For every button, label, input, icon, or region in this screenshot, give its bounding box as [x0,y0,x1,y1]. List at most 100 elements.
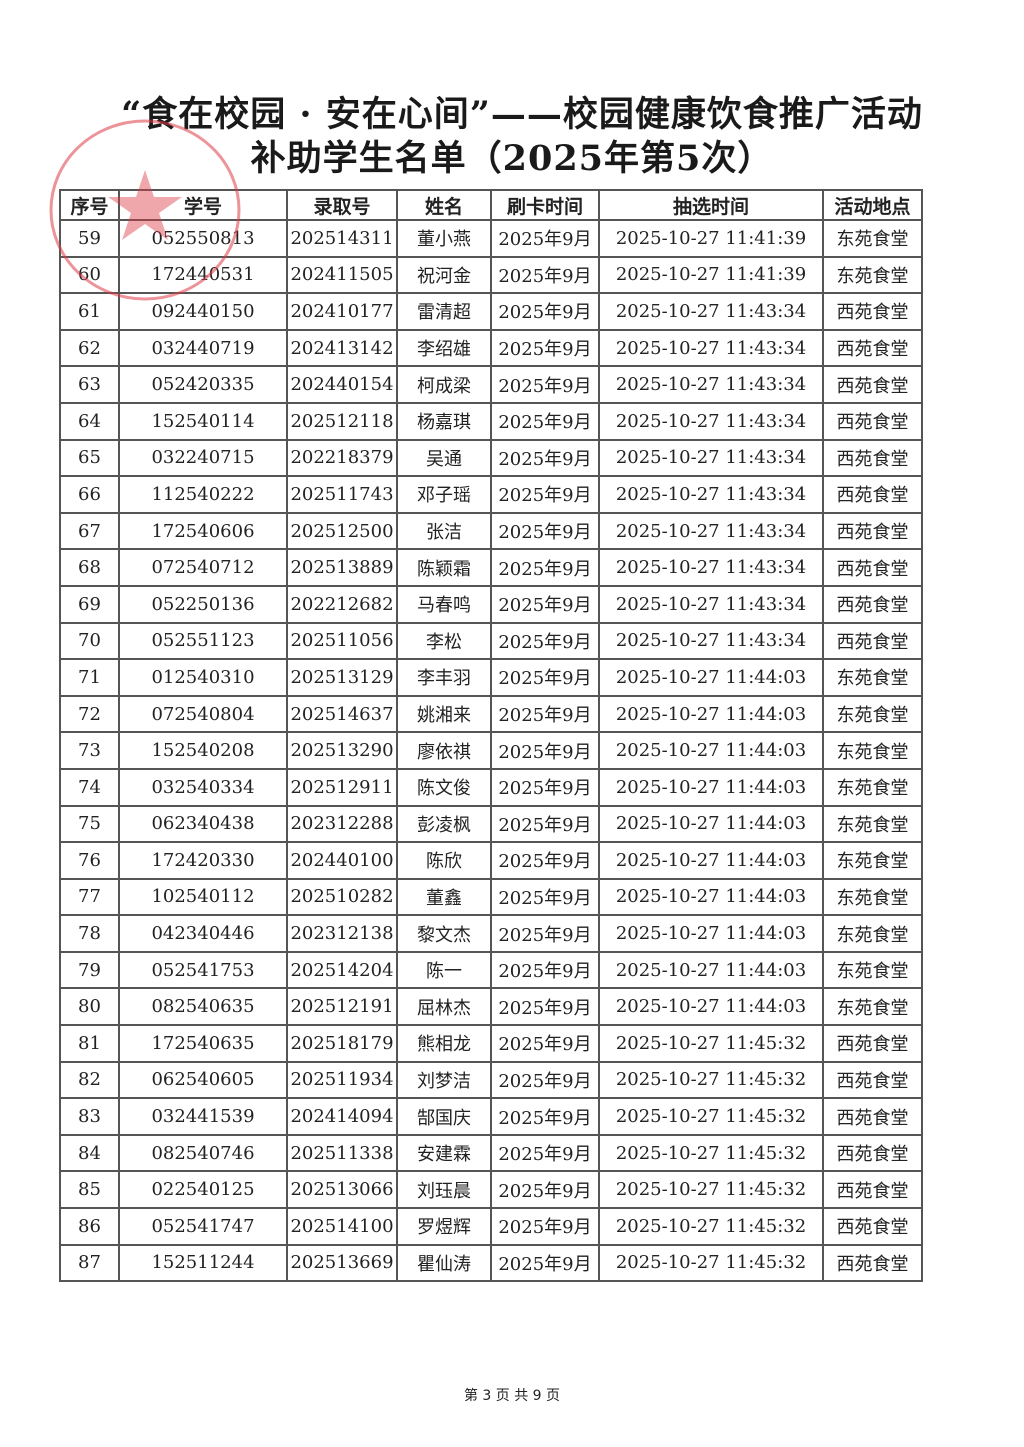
cell-location: 东苑食堂 [822,658,923,697]
cell-student-id: 062340438 [118,804,288,844]
cell-draw-time: 2025-10-27 11:43:34 [598,438,824,478]
cell-seq: 69 [59,584,120,624]
cell-admission-no: 202511934 [286,1060,398,1100]
table-row: 67 172540606 202512500 张洁 2025年9月 2025-10-27 … [59,511,923,551]
cell-name: 祝河金 [396,255,492,295]
table-row: 81 172540635 202518179 熊相龙 2025年9月 2025-10-27… [59,1024,923,1063]
header-seq: 序号 [59,189,120,221]
cell-swipe-time: 2025年9月 [490,658,600,697]
cell-swipe-time: 2025年9月 [490,511,600,551]
cell-swipe-time: 2025年9月 [490,1170,600,1210]
cell-seq: 80 [59,987,120,1027]
table-row: 63 052420335 202440154 柯成梁 2025年9月 2025-10-27… [59,365,923,404]
cell-admission-no: 202512118 [286,401,398,441]
cell-draw-time: 2025-10-27 11:45:32 [598,1060,824,1100]
table-row: 72 072540804 202514637 姚湘来 2025年9月 2025-10-27… [59,694,923,734]
cell-name: 雷清超 [396,292,492,331]
cell-seq: 65 [59,438,120,478]
cell-swipe-time: 2025年9月 [490,584,600,624]
cell-seq: 67 [59,511,120,551]
cell-seq: 73 [59,731,120,770]
cell-admission-no: 202511743 [286,475,398,514]
table-row: 78 042340446 202312138 黎文杰 2025年9月 2025-10-27… [59,914,923,953]
cell-draw-time: 2025-10-27 11:44:03 [598,914,824,953]
table-row: 59 052550813 202514311 董小燕 2025年9月 2025-10-27… [59,219,923,258]
cell-seq: 82 [59,1060,120,1100]
cell-name: 杨嘉琪 [396,401,492,441]
cell-student-id: 052420335 [118,365,288,404]
cell-location: 西苑食堂 [822,401,923,441]
cell-swipe-time: 2025年9月 [490,731,600,770]
cell-seq: 68 [59,548,120,587]
cell-seq: 83 [59,1097,120,1136]
cell-seq: 71 [59,658,120,697]
cell-name: 马春鸣 [396,584,492,624]
cell-location: 东苑食堂 [822,987,923,1027]
cell-admission-no: 202414094 [286,1097,398,1136]
cell-swipe-time: 2025年9月 [490,987,600,1027]
cell-draw-time: 2025-10-27 11:43:34 [598,401,824,441]
cell-name: 李松 [396,621,492,661]
cell-admission-no: 202440100 [286,841,398,880]
cell-student-id: 092440150 [118,292,288,331]
cell-draw-time: 2025-10-27 11:45:32 [598,1133,824,1173]
cell-location: 西苑食堂 [822,292,923,331]
cell-swipe-time: 2025年9月 [490,694,600,734]
cell-admission-no: 202514204 [286,950,398,990]
cell-swipe-time: 2025年9月 [490,950,600,990]
cell-student-id: 022540125 [118,1170,288,1210]
cell-draw-time: 2025-10-27 11:43:34 [598,475,824,514]
cell-admission-no: 202512500 [286,511,398,551]
cell-seq: 76 [59,841,120,880]
table-row: 86 052541747 202514100 罗煜辉 2025年9月 2025-10-27… [59,1207,923,1246]
cell-draw-time: 2025-10-27 11:44:03 [598,767,824,807]
cell-draw-time: 2025-10-27 11:44:03 [598,987,824,1027]
table-row: 77 102540112 202510282 董鑫 2025年9月 2025-10-27 … [59,877,923,917]
cell-student-id: 052550813 [118,219,288,258]
cell-draw-time: 2025-10-27 11:44:03 [598,950,824,990]
cell-admission-no: 202513290 [286,731,398,770]
cell-student-id: 152540114 [118,401,288,441]
cell-location: 西苑食堂 [822,548,923,587]
cell-name: 董小燕 [396,219,492,258]
cell-name: 李丰羽 [396,658,492,697]
cell-seq: 74 [59,767,120,807]
table-row: 61 092440150 202410177 雷清超 2025年9月 2025-10-27… [59,292,923,331]
table-row: 87 152511244 202513669 瞿仙涛 2025年9月 2025-10-27… [59,1243,923,1283]
cell-location: 东苑食堂 [822,767,923,807]
cell-draw-time: 2025-10-27 11:43:34 [598,511,824,551]
cell-name: 彭凌枫 [396,804,492,844]
cell-location: 东苑食堂 [822,914,923,953]
header-student-id: 学号 [118,189,288,221]
cell-location: 西苑食堂 [822,1060,923,1100]
table-row: 74 032540334 202512911 陈文俊 2025年9月 2025-10-27… [59,767,923,807]
cell-admission-no: 202312288 [286,804,398,844]
cell-swipe-time: 2025年9月 [490,219,600,258]
cell-name: 陈欣 [396,841,492,880]
cell-student-id: 052541753 [118,950,288,990]
cell-student-id: 032540334 [118,767,288,807]
cell-location: 东苑食堂 [822,255,923,295]
cell-seq: 70 [59,621,120,661]
cell-admission-no: 202511338 [286,1133,398,1173]
cell-swipe-time: 2025年9月 [490,292,600,331]
cell-admission-no: 202512191 [286,987,398,1027]
cell-draw-time: 2025-10-27 11:44:03 [598,731,824,770]
cell-admission-no: 202514311 [286,219,398,258]
cell-swipe-time: 2025年9月 [490,401,600,441]
table-row: 75 062340438 202312288 彭凌枫 2025年9月 2025-10-27… [59,804,923,844]
document-title-line2: 补助学生名单（2025年第5次） [250,138,774,179]
cell-student-id: 072540804 [118,694,288,734]
page-footer: 第 3 页 共 9 页 [463,1388,561,1404]
table-row: 79 052541753 202514204 陈一 2025年9月 2025-10-27 … [59,950,923,990]
table-row: 84 082540746 202511338 安建霖 2025年9月 2025-10-27… [59,1133,923,1173]
table-row: 71 012540310 202513129 李丰羽 2025年9月 2025-10-27… [59,658,923,697]
cell-swipe-time: 2025年9月 [490,804,600,844]
cell-name: 熊相龙 [396,1024,492,1063]
table-row: 62 032440719 202413142 李绍雄 2025年9月 2025-10-27… [59,328,923,368]
cell-admission-no: 202513889 [286,548,398,587]
cell-swipe-time: 2025年9月 [490,1207,600,1246]
cell-seq: 85 [59,1170,120,1210]
cell-location: 西苑食堂 [822,584,923,624]
document-title-line1: “食在校园 · 安在心间”——校园健康饮食推广活动 [121,94,923,135]
